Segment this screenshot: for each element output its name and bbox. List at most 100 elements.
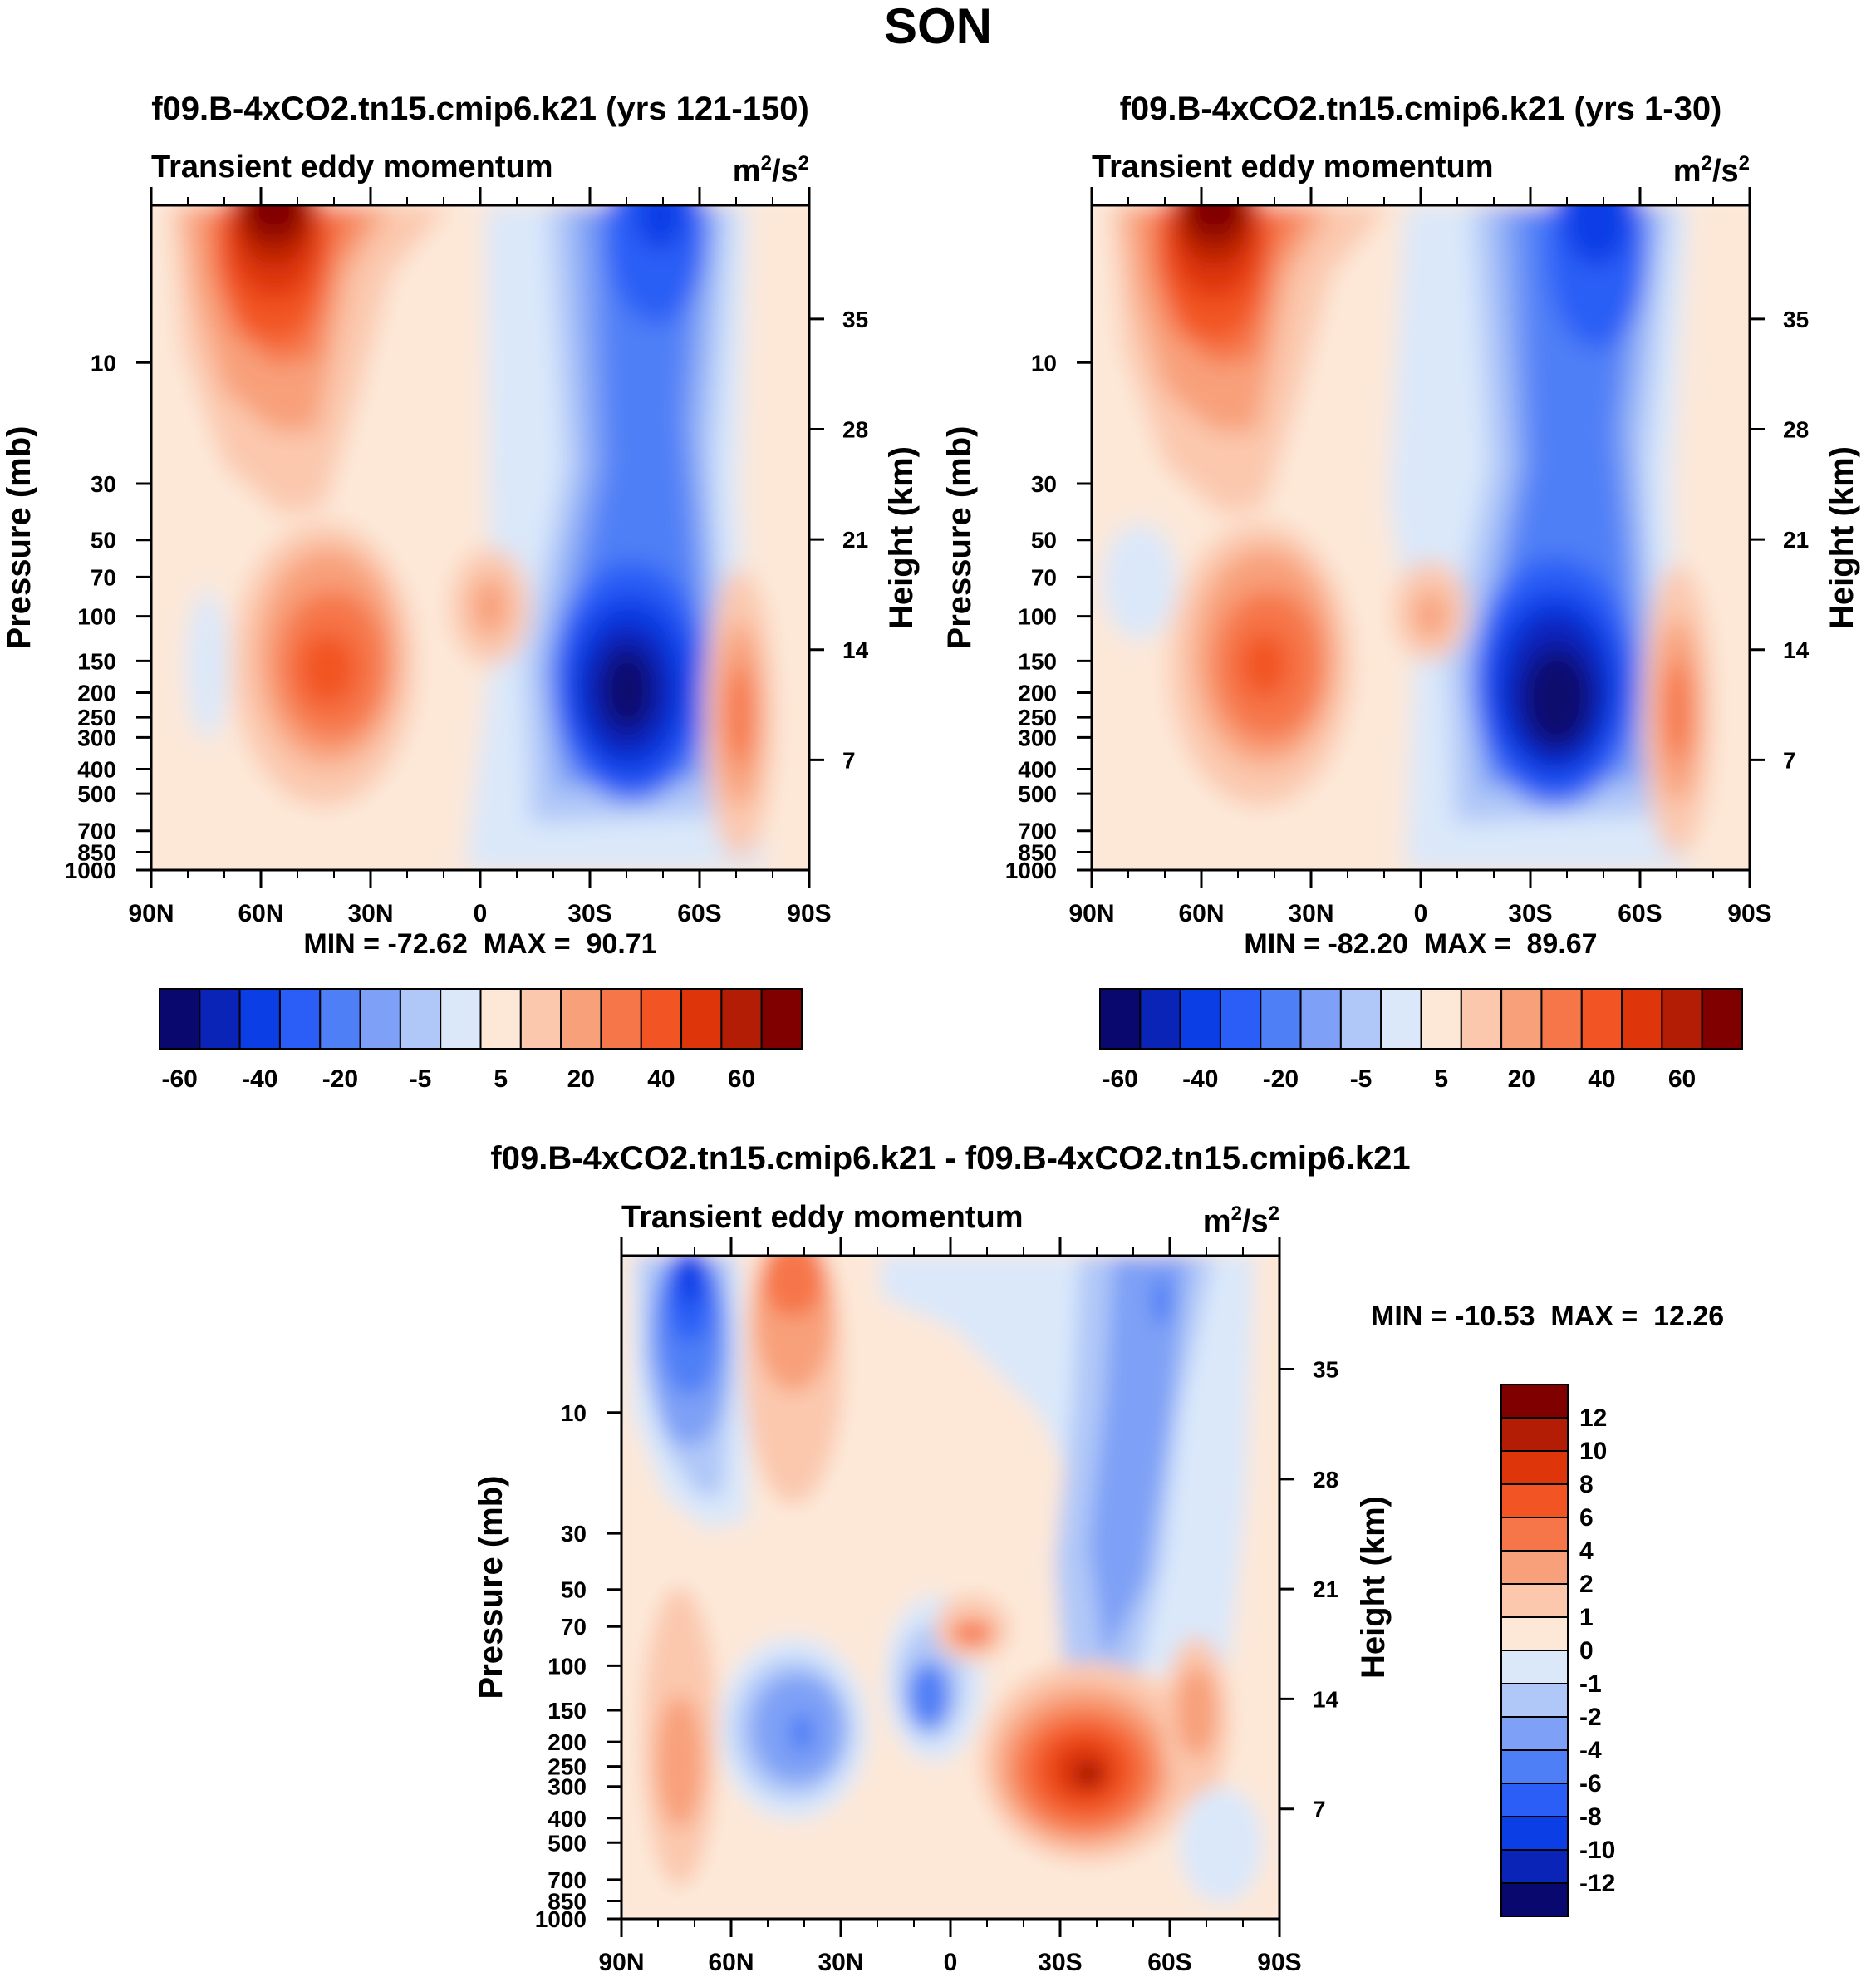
colorbar-swatch [359,988,401,1050]
colorbar-label: -6 [1579,1770,1602,1798]
y-tick-label: 400 [1018,756,1057,782]
y-axis-label-left: Pressure (mb) [941,426,978,650]
colorbar-label: -20 [1263,1065,1299,1093]
height-tick-label: 35 [1783,307,1809,332]
height-tick-label: 21 [1313,1576,1338,1602]
variable-label: Transient eddy momentum [621,1200,1024,1235]
y-tick-label: 250 [1018,705,1057,730]
y-tick-label: 200 [1018,681,1057,706]
y-tick-label: 70 [561,1614,587,1640]
y-tick-label: 500 [77,781,116,807]
y-tick-label: 30 [91,471,116,497]
y-tick-label: 100 [77,604,116,630]
colorbar-swatch [1500,1882,1569,1917]
x-tick-label: 60S [677,900,721,927]
x-tick-label: 30S [567,900,611,927]
y-axis-label-left: Pressure (mb) [1,426,37,650]
x-tick-label: 30S [1038,1949,1082,1976]
height-ticks: 35 28 21 14 7 [809,307,869,773]
edge-strip [1734,205,1750,870]
y-tick-label: 70 [91,564,116,590]
negative-core-strat [607,205,706,324]
colorbar-label: -60 [161,1065,197,1093]
positive-trop-4 [299,632,357,706]
colorbar-label: 5 [494,1065,508,1093]
height-tick-label: 28 [1313,1467,1338,1493]
panel-title: f09.B-4xCO2.tn15.cmip6.k21 (yrs 1-30) [1120,91,1722,127]
colorbar-label: -12 [1579,1870,1615,1897]
y-tick-label: 10 [1031,350,1057,376]
y-tick-label: 700 [1018,819,1057,844]
colorbar-swatch [1260,988,1302,1050]
y-tick-label: 150 [1018,648,1057,674]
stats-text: MIN = -10.53 MAX = 12.26 [1371,1301,1724,1332]
negative-strat-SH-3 [1088,1256,1188,1662]
suptitle: SON [884,0,992,54]
positive-trop-72N-2 [656,1695,703,1828]
colorbar-swatch [440,988,482,1050]
colorbar-swatch [1139,988,1181,1050]
colorbar-label: -20 [322,1065,358,1093]
stats-text: MIN = -72.62 MAX = 90.71 [303,928,656,960]
height-ticks: 35 28 21 14 7 [1279,1357,1339,1822]
colorbar-label: 10 [1579,1438,1607,1465]
colorbar-swatch [238,988,281,1050]
negative-strat-SH-4 [1152,1276,1171,1325]
panel-title: f09.B-4xCO2.tn15.cmip6.k21 - f09.B-4xCO2… [490,1140,1410,1177]
colorbar-swatch [1500,1550,1569,1585]
contour-field [151,205,809,870]
y-tick-label: 30 [561,1521,587,1547]
height-tick-label: 7 [842,747,856,773]
y-tick-label: 50 [91,528,116,553]
colorbar-swatch [1701,988,1743,1050]
y-tick-label: 500 [1018,781,1057,807]
x-tick-label: 90N [128,900,174,927]
y-tick-label: 700 [548,1867,587,1893]
colorbar-swatch [1540,988,1583,1050]
y-tick-label: 250 [77,705,116,730]
units-label: m2/s2 [1673,152,1750,189]
negative-strat-70N-6 [676,1256,703,1305]
colorbar-swatch [519,988,562,1050]
y-axis-label-right: Height (km) [1355,1496,1392,1679]
negative-nh-patch [187,590,228,740]
x-tick-label: 0 [1414,900,1428,927]
colorbar-swatch [760,988,803,1050]
y-tick-label: 10 [91,350,116,376]
colorbar-swatch [199,988,241,1050]
height-tick-label: 28 [1783,417,1809,443]
height-tick-label: 35 [842,307,868,332]
positive-60S-3 [1664,661,1691,760]
colorbar-swatch [1500,1716,1569,1751]
colorbar-label: 12 [1579,1404,1607,1432]
x-tick-label: 90N [1068,900,1114,927]
colorbar-swatch [1500,1417,1569,1452]
x-tick-label: 60S [1618,900,1662,927]
colorbar-label: 6 [1579,1504,1594,1532]
colorbar-swatch [1099,988,1142,1050]
negative-eq-3 [908,1662,950,1729]
edge-strip [793,205,809,870]
colorbar-swatch [1380,988,1422,1050]
colorbar-label: 5 [1434,1065,1448,1093]
contour-field [1092,205,1750,870]
colorbar-swatch [1179,988,1221,1050]
x-tick-label: 60N [708,1949,754,1976]
height-tick-label: 7 [1313,1797,1326,1822]
negative-core-strat-inner [636,205,685,249]
colorbar-label: -8 [1579,1803,1602,1831]
y-tick-label: 400 [548,1806,587,1832]
height-ticks: 35 28 21 14 7 [1750,307,1810,773]
positive-eq-2 [951,1621,993,1645]
colorbar-label: 8 [1579,1471,1594,1498]
colorbar-swatch [560,988,602,1050]
y-tick-label: 150 [77,648,116,674]
y-tick-label: 850 [1018,839,1057,865]
x-ticks: 90N 60N 30N 0 30S 60S 90S [128,187,832,927]
colorbar-swatch [1500,1783,1569,1817]
colorbar-swatch [1500,1483,1569,1518]
y-axis-label-right: Height (km) [1824,446,1860,629]
colorbar-label: 60 [1668,1065,1696,1093]
